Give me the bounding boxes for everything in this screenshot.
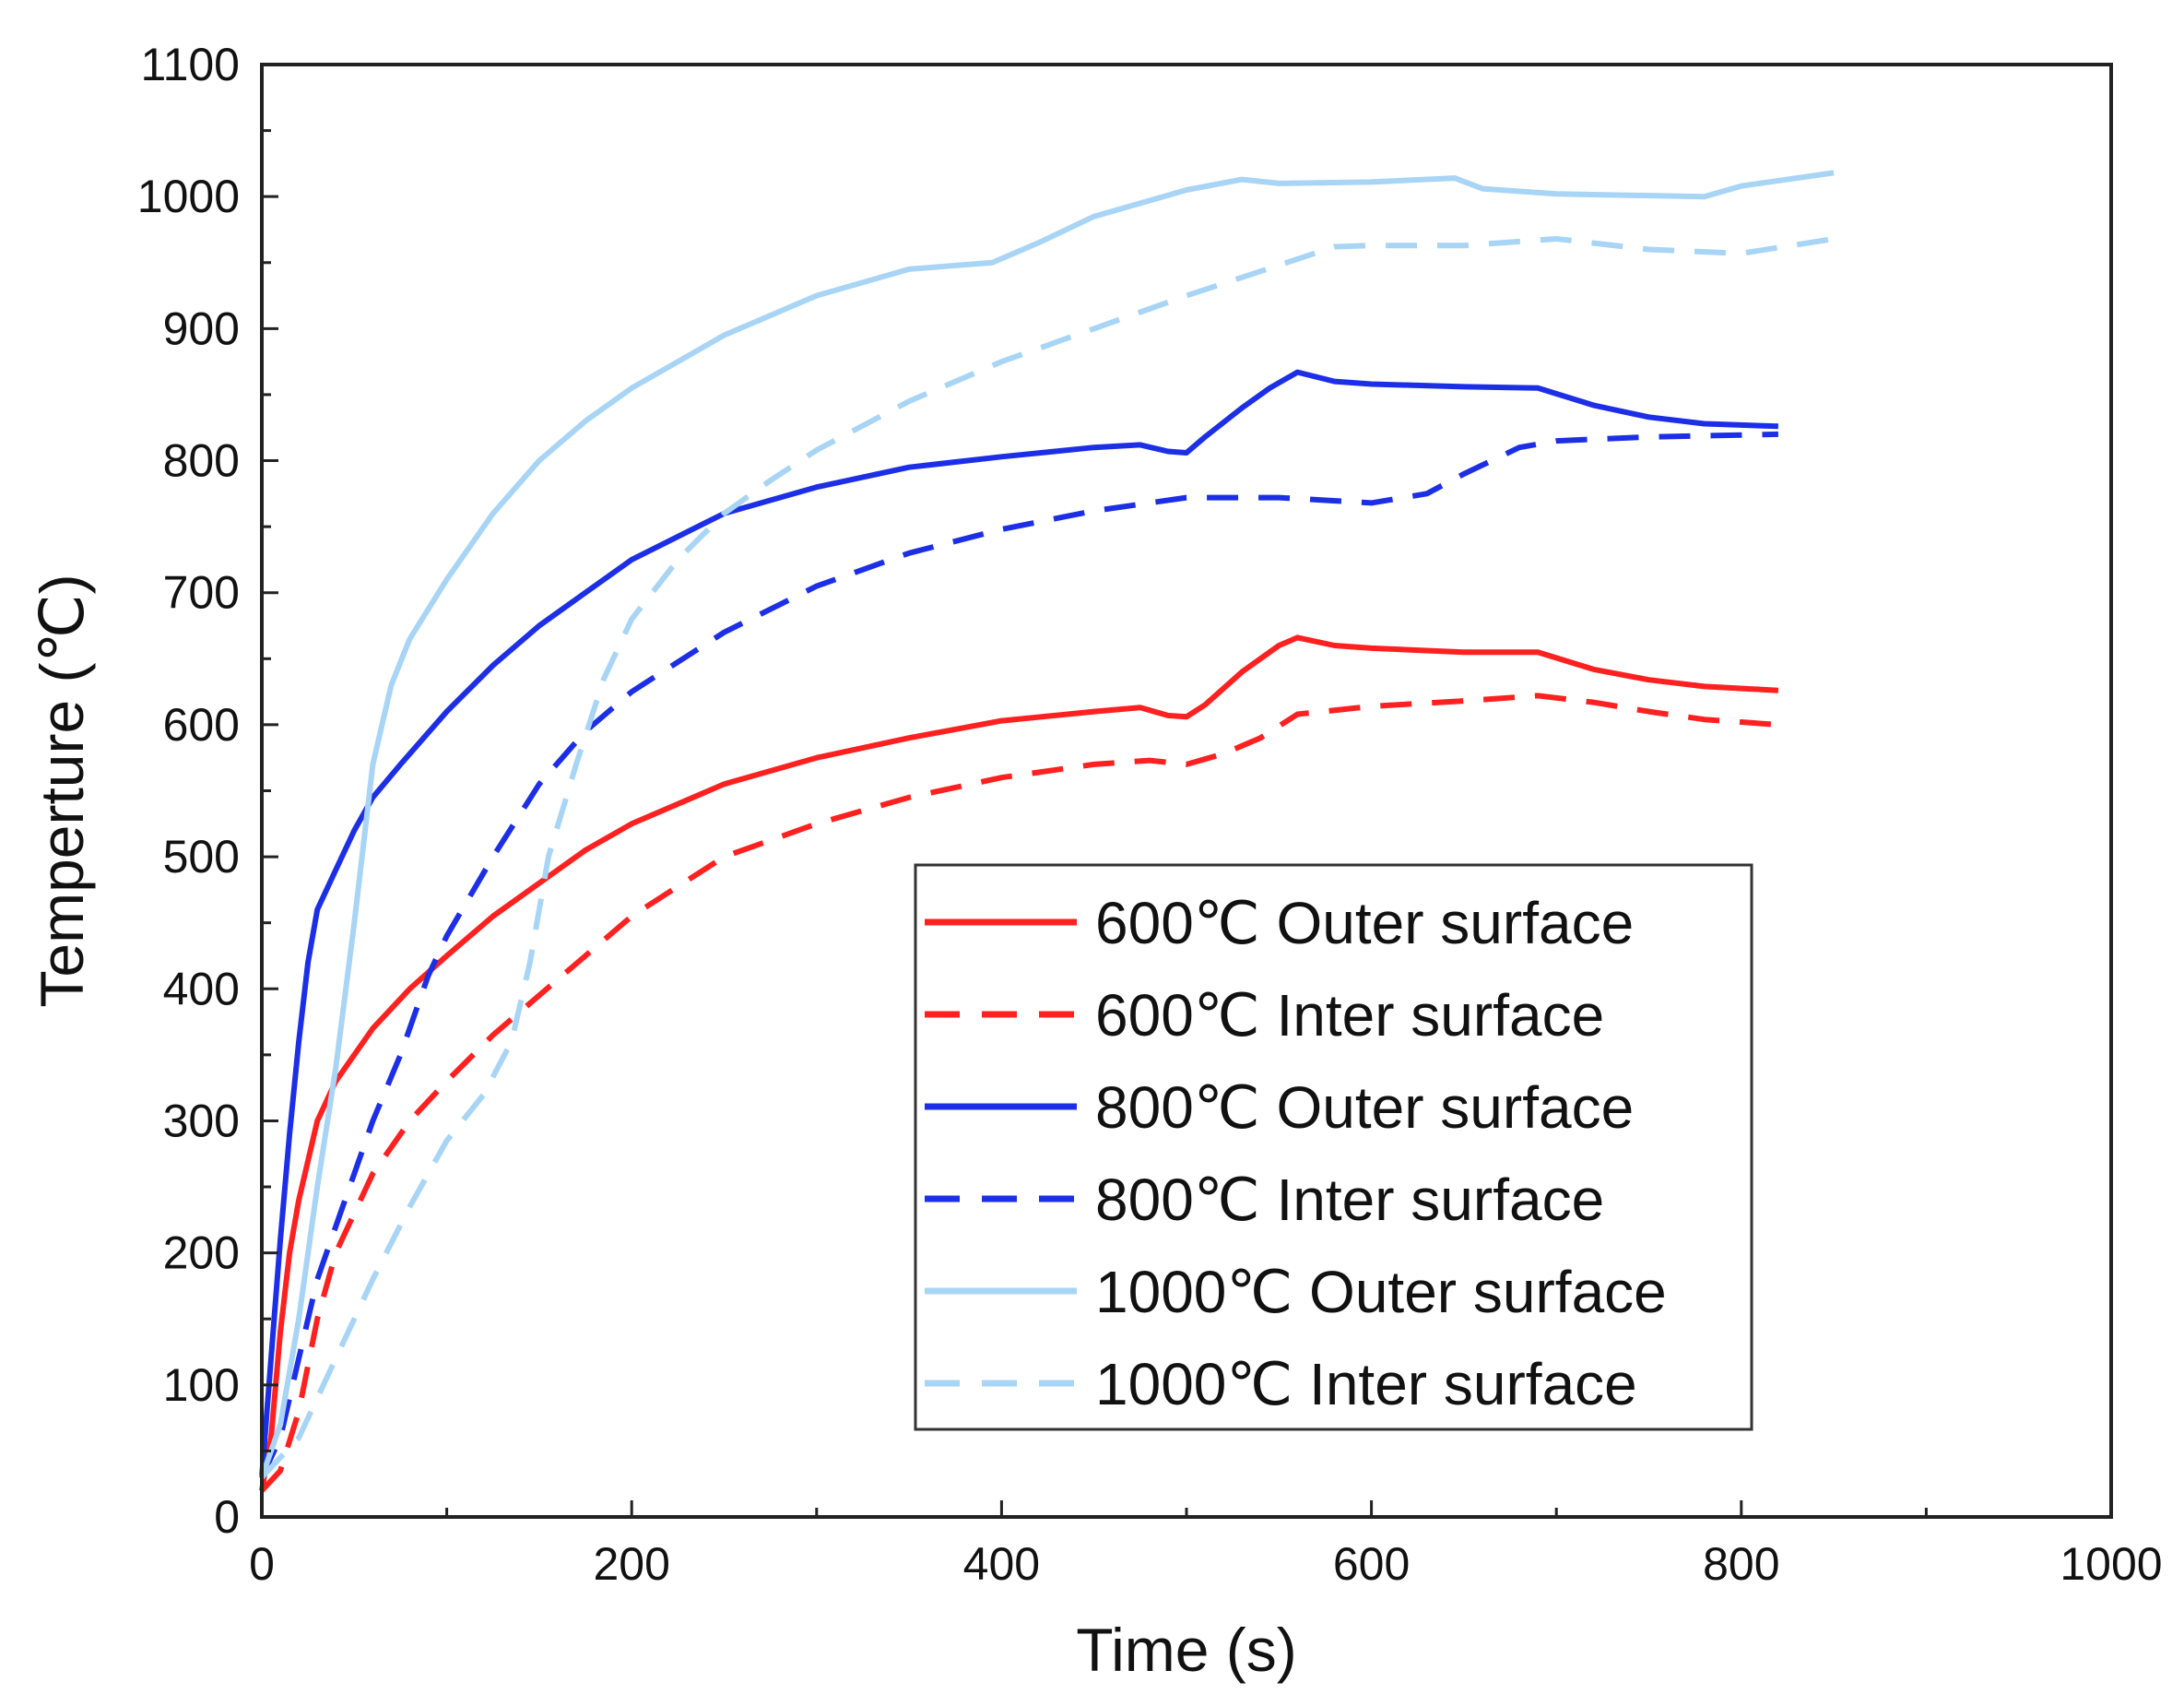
y-axis-title: Temperture (℃) xyxy=(28,574,96,1007)
y-tick-label: 700 xyxy=(163,567,240,619)
legend-box xyxy=(914,863,1753,1431)
y-tick-label: 800 xyxy=(163,435,240,487)
legend: 600℃ Outer surface 600℃ Inter surface 800℃… xyxy=(914,863,1753,1431)
series-layer xyxy=(259,170,1835,1493)
legend-label: 1000℃ Inter surface xyxy=(1095,1351,1637,1417)
legend-label: 800℃ Inter surface xyxy=(1095,1167,1604,1233)
x-axis-title: Time (s) xyxy=(1076,1616,1297,1684)
x-axis: 0 200 400 600 800 1000 xyxy=(249,1500,2163,1590)
legend-label: 1000℃ Outer surface xyxy=(1095,1259,1667,1325)
y-tick-label: 0 xyxy=(214,1491,240,1543)
x-tick-label: 0 xyxy=(249,1538,275,1590)
y-tick-label: 500 xyxy=(163,831,240,883)
series-line-3 xyxy=(259,369,1779,1478)
legend-label: 600℃ Inter surface xyxy=(1095,982,1604,1048)
y-tick-label: 600 xyxy=(163,699,240,751)
series-line-6 xyxy=(259,236,1835,1480)
x-tick-label: 200 xyxy=(593,1538,669,1590)
series-line-4 xyxy=(259,431,1778,1479)
legend-label: 600℃ Outer surface xyxy=(1095,890,1634,956)
series-line-5 xyxy=(259,170,1835,1478)
y-tick-label: 400 xyxy=(163,963,240,1014)
series-line-2 xyxy=(259,693,1779,1493)
y-tick-label: 300 xyxy=(163,1095,240,1146)
x-tick-label: 800 xyxy=(1703,1538,1779,1590)
series-line-1 xyxy=(259,634,1779,1491)
legend-label: 800℃ Outer surface xyxy=(1095,1074,1634,1141)
x-tick-label: 400 xyxy=(963,1538,1040,1590)
y-tick-label: 1100 xyxy=(140,39,240,90)
y-tick-label: 900 xyxy=(163,302,240,354)
y-tick-label: 100 xyxy=(163,1359,240,1411)
x-tick-label: 600 xyxy=(1333,1538,1410,1590)
x-tick-label: 1000 xyxy=(2060,1538,2162,1590)
y-axis: 0 100 200 300 400 500 600 700 800 900 1000 1100 xyxy=(137,39,278,1543)
y-tick-label: 200 xyxy=(163,1227,240,1279)
y-tick-label: 1000 xyxy=(137,171,240,222)
